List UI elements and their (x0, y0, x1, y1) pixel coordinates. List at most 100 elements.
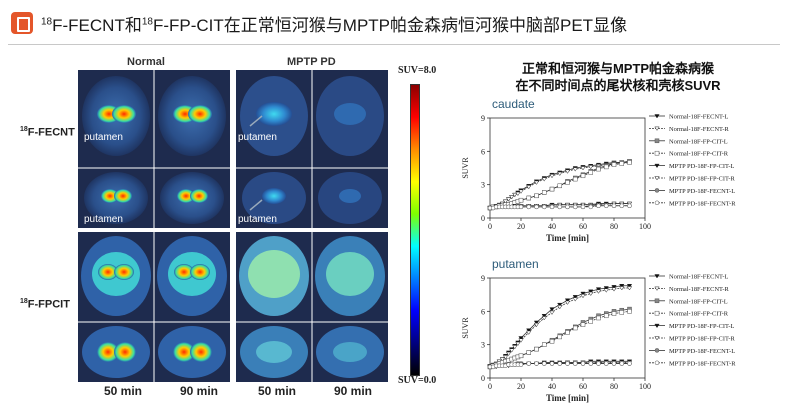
data-point (502, 355, 509, 360)
data-point (611, 203, 617, 209)
data-point (534, 346, 539, 352)
x-tick-label: 100 (639, 382, 651, 391)
data-point (533, 180, 540, 185)
plot-frame (489, 117, 646, 219)
data-point (627, 309, 632, 314)
data-point (518, 189, 524, 194)
putamen-label: putamen (84, 214, 123, 225)
column-normal: Normal (127, 56, 165, 68)
data-point (526, 328, 532, 333)
data-point (564, 169, 571, 174)
data-point (588, 361, 593, 366)
legend-label: Normal-18F-FP-CIT-L (669, 138, 728, 145)
y-tick-label: 9 (481, 274, 485, 283)
title-part-1: F-FECNT和 (52, 16, 142, 35)
data-point (565, 361, 570, 366)
data-point (549, 339, 555, 344)
title-sup-2: 18 (141, 16, 153, 28)
data-point (505, 197, 512, 202)
data-point (596, 361, 601, 366)
data-point (542, 204, 547, 210)
data-point (573, 325, 578, 331)
row-label-fecnt: 18F-FECNT (20, 126, 75, 139)
data-point (541, 314, 547, 319)
time-label: 90 min (334, 384, 373, 398)
data-point (611, 162, 617, 167)
caudate-chart: caudate 0 20 40 60 80 100 0 3 6 9 Time [min] SUVR Nor… (461, 98, 736, 243)
data-point (549, 361, 555, 366)
data-point (626, 286, 633, 291)
data-point (509, 348, 515, 353)
data-point (611, 311, 617, 316)
data-point (588, 170, 593, 175)
data-point (518, 362, 524, 367)
data-point (588, 204, 593, 210)
x-tick-label: 60 (579, 222, 587, 231)
x-tick-label: 20 (517, 382, 525, 391)
data-point (526, 330, 532, 335)
pet-mptp-fecnt (236, 70, 388, 228)
y-axis-label: SUVR (461, 157, 470, 179)
data-point (557, 334, 562, 340)
legend-label: MPTP PD-18F-FECNT-L (669, 348, 735, 355)
header: 18F-FECNT和18F-FP-CIT在正常恒河猴与MPTP帕金森病恒河猴中脑… (0, 0, 788, 44)
data-point (580, 361, 586, 366)
series-line (489, 287, 630, 367)
data-point (588, 319, 593, 324)
data-point (619, 361, 624, 366)
legend-marker (654, 323, 660, 329)
legend-marker (654, 200, 660, 206)
data-point (573, 204, 578, 210)
data-point (557, 302, 563, 308)
x-axis-label: Time [min] (546, 233, 589, 243)
chart-title: 正常和恒河猴与MPTP帕金森病猴 在不同时间点的尾状核和壳核SUVR (468, 60, 768, 94)
data-point (626, 284, 633, 289)
legend-label: Normal-18F-FECNT-L (669, 114, 729, 121)
x-tick-label: 40 (548, 382, 556, 391)
data-point (627, 361, 632, 366)
legend-label: MPTP PD-18F-FP-CIT-L (669, 163, 734, 170)
data-point (565, 330, 570, 335)
legend-marker (654, 176, 660, 181)
data-point (549, 310, 555, 315)
data-point (542, 342, 547, 347)
plot-frame (489, 277, 646, 379)
data-point (512, 345, 518, 350)
page-title: 18F-FECNT和18F-FP-CIT在正常恒河猴与MPTP帕金森病恒河猴中脑… (41, 11, 627, 36)
pet-normal-fpcit (78, 232, 230, 382)
chart-title-line1: 正常和恒河猴与MPTP帕金森病猴 (521, 61, 715, 76)
data-point (509, 195, 515, 200)
suv-min-label: SUV=0.0 (398, 375, 437, 386)
data-point (619, 203, 624, 209)
row-label-fpcit: 18F-FPCIT (20, 298, 70, 311)
data-point (515, 341, 521, 347)
x-tick-label: 0 (488, 222, 492, 231)
data-point (526, 350, 531, 355)
data-point (557, 183, 562, 189)
data-point (619, 286, 625, 291)
data-point (604, 313, 609, 319)
legend-marker (654, 348, 660, 353)
data-point (573, 361, 578, 366)
data-point (518, 204, 524, 210)
data-point (512, 192, 518, 198)
data-point (526, 185, 532, 190)
time-label: 90 min (180, 384, 219, 398)
data-point (588, 291, 594, 297)
y-tick-label: 3 (481, 341, 485, 350)
data-point (541, 177, 547, 182)
data-point (534, 361, 539, 366)
legend-label: Normal-18F-FECNT-R (669, 286, 730, 293)
legend-label: Normal-18F-FP-CIT-L (669, 298, 728, 305)
legend-marker (654, 188, 660, 193)
data-point (533, 322, 540, 328)
legend-label: MPTP PD-18F-FP-CIT-R (669, 336, 735, 343)
data-point (526, 195, 531, 201)
x-tick-label: 0 (488, 382, 492, 391)
y-tick-label: 6 (481, 307, 485, 316)
data-point (518, 338, 524, 343)
data-point (588, 165, 594, 170)
y-tick-label: 0 (481, 214, 485, 223)
y-tick-label: 3 (481, 181, 485, 190)
legend-marker (654, 126, 660, 131)
